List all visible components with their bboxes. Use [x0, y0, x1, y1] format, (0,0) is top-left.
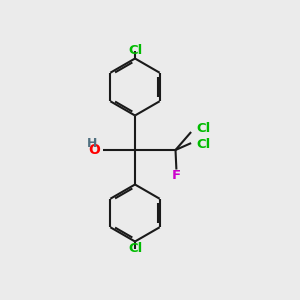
Text: H: H [87, 137, 97, 150]
Text: Cl: Cl [196, 122, 211, 135]
Text: O: O [88, 143, 100, 157]
Text: Cl: Cl [129, 242, 143, 255]
Text: Cl: Cl [196, 138, 211, 151]
Text: Cl: Cl [129, 44, 143, 57]
Text: F: F [172, 169, 181, 182]
